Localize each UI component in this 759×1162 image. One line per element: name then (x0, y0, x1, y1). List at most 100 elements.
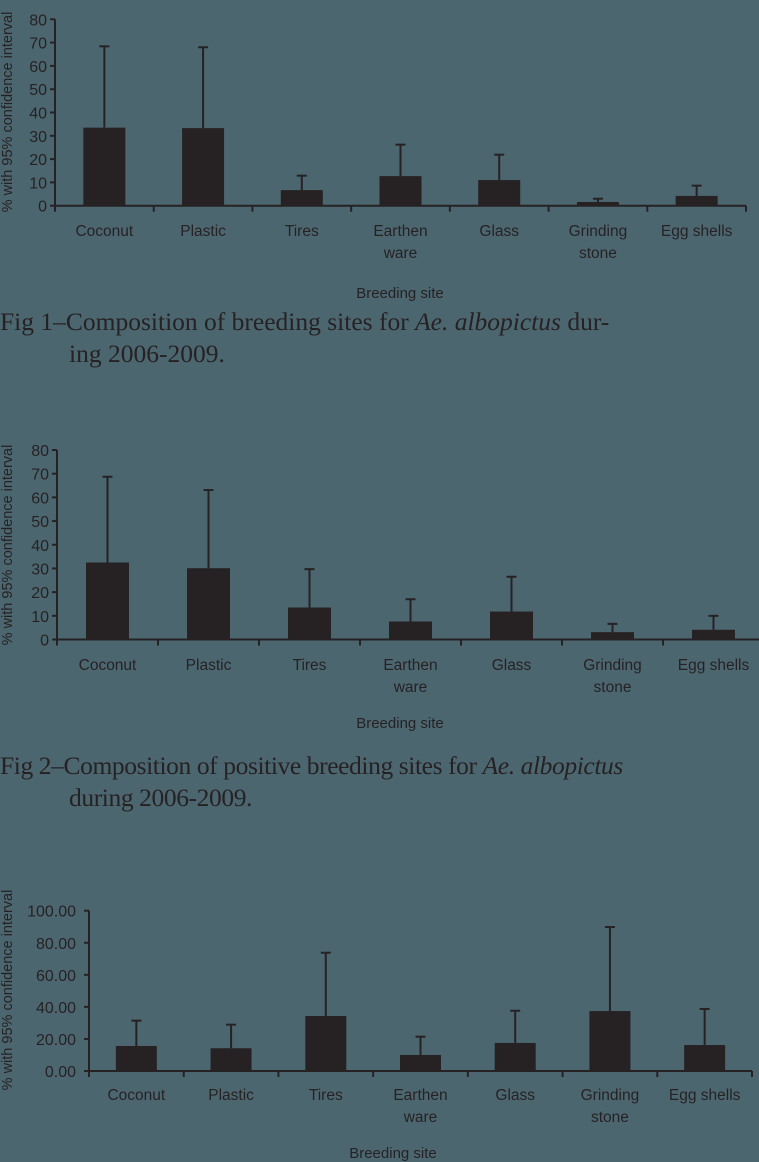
bar-rect (389, 621, 432, 640)
y-tick-label: 50 (29, 82, 47, 99)
x-tick-label: Plastic (180, 223, 226, 240)
bar-earthen-ware (400, 1035, 441, 1071)
bar-rect (589, 1011, 631, 1071)
x-tick-label: Glass (479, 223, 519, 240)
y-tick-label: 30 (31, 561, 49, 578)
chart-fig2: 0 10 20 30 40 50 60 70 80 Coconut Plastic Tires Eart… (0, 443, 759, 732)
bar-rect (591, 632, 634, 640)
bar-coconut (115, 1019, 157, 1071)
bar-tires (305, 951, 347, 1071)
bar-rect (400, 1054, 441, 1071)
bar-rect (490, 611, 533, 640)
y-tick-label: 0 (40, 633, 49, 650)
bar-glass (490, 575, 533, 640)
x-tick-label: ware (393, 679, 428, 696)
bar-rect (478, 180, 521, 206)
chart-fig3: 0.00 20.00 40.00 60.00 80.00 100.00 Coconut Pla… (0, 890, 753, 1162)
x-tick-label: Egg shells (661, 223, 733, 240)
bar-grinding-stone (591, 622, 634, 640)
y-tick-label: 40 (29, 106, 47, 123)
x-tick-label: stone (594, 679, 632, 696)
bar-rect (210, 1048, 252, 1071)
y-tick-label: 50 (31, 514, 49, 531)
y-tick-label: 70 (29, 36, 47, 53)
x-tick-label: ware (383, 245, 418, 262)
x-tick-label: Tires (293, 657, 327, 674)
y-tick-label: 0 (38, 199, 47, 216)
bar-tires (280, 174, 323, 206)
x-tick-label: Plastic (186, 657, 232, 674)
bar-plastic (210, 1023, 252, 1071)
bar-rect (182, 128, 225, 206)
y-tick-label: 40.00 (36, 1000, 76, 1017)
bar-grinding-stone (589, 926, 631, 1071)
bar-rect (115, 1045, 157, 1071)
bar-rect (684, 1045, 726, 1071)
x-tick-label: Glass (492, 657, 532, 674)
x-axis-title: Breeding site (356, 285, 444, 302)
y-tick-label: 100.00 (27, 904, 76, 921)
caption-fig2-line1: Fig 2–Composition of positive breeding s… (0, 751, 623, 780)
y-tick-label: 60.00 (36, 968, 76, 985)
bar-rect (576, 201, 619, 206)
bar-rect (675, 195, 718, 206)
x-tick-label: Grinding (583, 657, 642, 674)
x-tick-label: Egg shells (669, 1087, 741, 1104)
bar-glass (494, 1009, 536, 1071)
x-tick-label: Earthen (393, 1087, 447, 1104)
caption-fig2: Fig 2–Composition of positive breeding s… (0, 750, 759, 814)
y-tick-label: 80 (31, 443, 49, 460)
bar-rect (86, 562, 129, 640)
bar-rect (494, 1042, 536, 1071)
x-tick-label: Tires (285, 223, 319, 240)
x-axis-title: Breeding site (349, 1145, 437, 1162)
bar-rect (288, 607, 331, 640)
species-name: Ae. albopictus (415, 307, 561, 336)
bar-coconut (86, 475, 129, 640)
x-axis-title: Breeding site (356, 715, 444, 732)
bar-tires (288, 568, 331, 640)
bar-rect (692, 629, 735, 640)
caption-fig1-line2: ing 2006-2009. (69, 339, 225, 368)
bar-rect (83, 127, 126, 206)
bar-rect (379, 176, 422, 206)
y-tick-label: 70 (31, 467, 49, 484)
x-tick-label: Grinding (581, 1087, 640, 1104)
x-tick-label: stone (579, 245, 617, 262)
bar-egg-shells (675, 184, 718, 206)
bar-rect (187, 568, 230, 640)
y-tick-label: 0.00 (45, 1064, 76, 1081)
x-tick-label: Earthen (383, 657, 437, 674)
x-tick-label: Coconut (79, 657, 137, 674)
bar-earthen-ware (389, 598, 432, 640)
species-name: Ae. albopictus (482, 751, 624, 780)
y-tick-label: 40 (31, 538, 49, 555)
bar-rect (305, 1016, 347, 1071)
y-tick-label: 20.00 (36, 1032, 76, 1049)
chart-fig1: 0 10 20 30 40 50 60 70 80 Coconut Plastic Tires Eart… (0, 12, 747, 302)
x-tick-label: stone (591, 1109, 629, 1126)
x-tick-label: Grinding (569, 223, 628, 240)
x-tick-label: ware (403, 1109, 438, 1126)
y-tick-label: 30 (29, 129, 47, 146)
y-tick-label: 80.00 (36, 936, 76, 953)
y-tick-label: 60 (29, 59, 47, 76)
y-tick-label: 60 (31, 490, 49, 507)
x-tick-label: Tires (309, 1087, 343, 1104)
caption-fig1: Fig 1–Composition of breeding sites for … (0, 306, 759, 370)
x-tick-label: Earthen (373, 223, 427, 240)
x-tick-label: Glass (495, 1087, 535, 1104)
bar-plastic (187, 489, 230, 640)
y-tick-label: 20 (31, 585, 49, 602)
y-tick-label: 10 (29, 175, 47, 192)
bar-grinding-stone (576, 197, 619, 206)
bar-rect (280, 190, 323, 206)
bar-glass (478, 153, 521, 206)
x-tick-label: Egg shells (678, 657, 750, 674)
y-axis-title: % with 95% confidence interval (0, 890, 16, 1091)
caption-fig2-line2: during 2006-2009. (69, 783, 253, 812)
bar-plastic (182, 46, 225, 206)
x-tick-label: Coconut (107, 1087, 165, 1104)
y-tick-label: 80 (29, 12, 47, 29)
y-axis-title: % with 95% confidence interval (0, 12, 16, 213)
